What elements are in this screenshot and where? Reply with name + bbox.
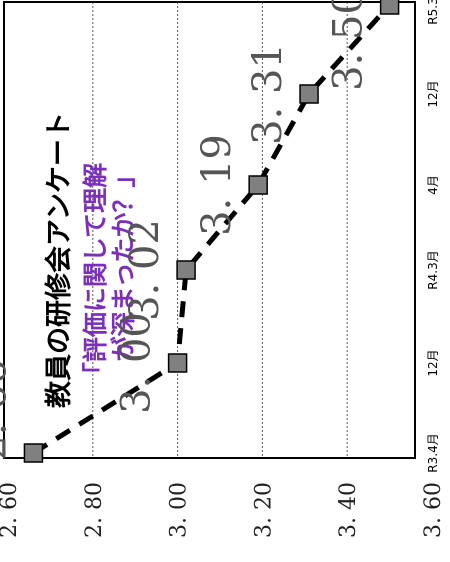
chart-subtitle-line2: が深まったか？」 xyxy=(109,162,138,361)
x-tick-label: R3.4月 xyxy=(426,433,440,472)
data-point-marker xyxy=(23,443,44,463)
gridlines xyxy=(92,2,348,458)
data-label: 3. 02 xyxy=(122,219,168,321)
x-tick-label: R4.3月 xyxy=(426,250,440,289)
series-line xyxy=(32,3,392,456)
x-tick-label: 12月 xyxy=(426,349,440,376)
x-tick-label: R5.3月 xyxy=(426,0,440,25)
y-tick-label: 3. 40 xyxy=(336,482,361,538)
data-point-marker xyxy=(248,175,268,195)
data-labels: 2. 66 3. 003. 02 3. 193. 31 3. 50 xyxy=(0,0,372,461)
x-tick-label: 4月 xyxy=(426,175,440,195)
y-tick-label: 2. 80 xyxy=(82,482,107,538)
data-point-marker xyxy=(176,260,196,280)
data-point-marker xyxy=(379,0,400,15)
data-label: 3. 50 xyxy=(326,0,372,91)
y-tick-label: 3. 20 xyxy=(251,482,276,538)
y-tick-label: 2. 60 xyxy=(0,482,22,538)
chart-subtitle-line1: 「評価に関して理解 xyxy=(81,163,110,387)
data-point-marker xyxy=(167,353,188,373)
x-tick-label: 12月 xyxy=(426,80,440,107)
plot-frame xyxy=(3,1,416,459)
y-tick-label: 3. 60 xyxy=(421,482,446,538)
series-layer xyxy=(23,0,400,463)
data-label: 3. 31 xyxy=(245,43,291,145)
chart-title-block: 教員の研修会アンケート 「評価に関して理解 が深まったか？」 xyxy=(44,112,138,408)
axes: 3. 60 3. 40 3. 20 3. 00 2. 80 2. 60 R3.4月 12月 R4… xyxy=(0,0,446,538)
y-tick-label: 3. 00 xyxy=(167,482,192,538)
chart-title: 教員の研修会アンケート xyxy=(44,112,75,408)
data-label: 2. 66 xyxy=(0,359,15,461)
data-point-marker xyxy=(299,84,319,104)
data-label: 3. 00 xyxy=(114,312,160,414)
data-label: 3. 19 xyxy=(194,134,240,236)
